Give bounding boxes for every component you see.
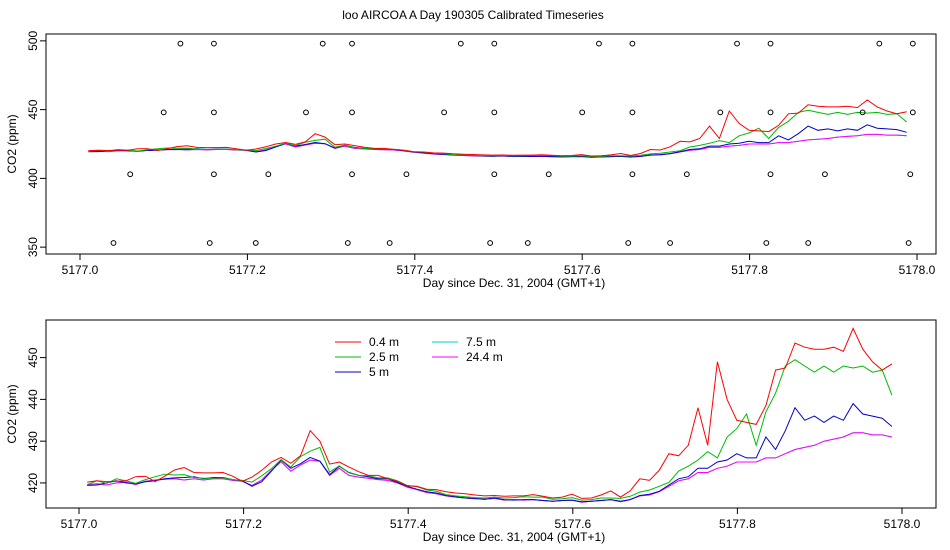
calibration-marker [545, 171, 552, 178]
y-axis-label: CO2 (ppm) [5, 384, 19, 443]
calibration-marker [127, 171, 134, 178]
calibration-marker [491, 109, 498, 116]
calibration-marker [206, 240, 213, 246]
calibration-marker [177, 40, 184, 47]
plot-frame [45, 319, 937, 509]
calibration-marker [767, 109, 774, 116]
calibration-marker [625, 240, 632, 246]
y-axis-label: CO2 (ppm) [5, 114, 19, 173]
calibration-marker [344, 240, 351, 246]
calibration-marker [160, 109, 167, 116]
y-tick-label: 500 [26, 31, 40, 51]
calibration-marker [110, 240, 117, 246]
legend-label: 7.5 m [466, 335, 496, 349]
y-tick-label: 450 [26, 347, 40, 367]
calibration-marker [211, 171, 217, 178]
legend-label: 5 m [369, 365, 389, 379]
chart-title: loo AIRCOA A Day 190305 Calibrated Times… [342, 8, 603, 22]
calibration-marker [876, 40, 883, 47]
calibration-marker [767, 40, 774, 47]
series-line-5-m [88, 124, 907, 158]
x-tick-label: 5177.6 [564, 263, 601, 277]
calibration-marker [907, 171, 914, 178]
calibration-marker [349, 171, 355, 178]
series-line-2-5-m [88, 109, 908, 158]
x-tick-label: 5177.2 [229, 263, 266, 277]
calibration-marker [211, 109, 217, 116]
series-line-0-4-m [87, 327, 893, 499]
calibration-marker [717, 109, 724, 116]
calibration-marker [441, 109, 447, 116]
calibration-marker [252, 240, 259, 246]
x-tick-label: 5177.8 [731, 263, 768, 277]
calibration-marker [211, 40, 217, 47]
calibration-marker [629, 40, 636, 47]
top-panel: 5177.0 5177.2 5177.4 5177.6 5177.8 5178.0 350 4… [5, 31, 937, 290]
calibration-marker [683, 171, 690, 178]
calibration-marker [905, 240, 912, 246]
x-tick-label: 5178.0 [899, 263, 936, 277]
plot-frame [45, 33, 937, 255]
calibration-marker [859, 109, 866, 116]
calibration-marker [457, 40, 464, 47]
calibration-marker [629, 109, 636, 116]
calibration-marker [349, 40, 355, 47]
y-tick-label: 420 [26, 473, 40, 493]
calibration-marker [822, 171, 828, 178]
calibration-marker [491, 40, 498, 47]
x-tick-label: 5177.6 [554, 517, 591, 531]
calibration-marker [319, 40, 326, 47]
calibration-marker [805, 240, 812, 246]
y-tick-label: 430 [26, 431, 40, 451]
calibration-marker [349, 109, 355, 116]
calibration-marker [596, 40, 602, 47]
y-tick-label: 350 [26, 237, 40, 257]
x-axis-label: Day since Dec. 31, 2004 (GMT+1) [423, 530, 605, 544]
calibration-marker [386, 240, 393, 246]
legend-label: 2.5 m [369, 350, 399, 364]
y-tick-label: 440 [26, 389, 40, 409]
bottom-panel: 5177.0 5177.2 5177.4 5177.6 5177.8 5178.0 420 4… [5, 319, 937, 544]
calibration-marker [767, 171, 774, 178]
x-tick-label: 5177.0 [62, 263, 99, 277]
x-axis-label: Day since Dec. 31, 2004 (GMT+1) [423, 276, 605, 290]
calibration-marker [524, 240, 531, 246]
x-tick-label: 5177.8 [719, 517, 756, 531]
calibration-marker [303, 109, 309, 116]
x-tick-label: 5177.4 [390, 517, 427, 531]
x-tick-label: 5177.0 [61, 517, 98, 531]
calibration-marker [403, 171, 410, 178]
x-tick-label: 5177.2 [225, 517, 262, 531]
calibration-marker [667, 240, 673, 246]
x-tick-label: 5178.0 [884, 517, 921, 531]
series-line-2-5-m [87, 359, 893, 501]
calibration-marker [265, 171, 272, 178]
y-tick-label: 400 [26, 168, 40, 188]
y-tick-label: 450 [26, 99, 40, 119]
calibration-marker [734, 40, 740, 47]
calibration-marker [909, 109, 916, 116]
calibration-marker [629, 171, 636, 178]
x-tick-label: 5177.4 [396, 263, 433, 277]
calibration-marker [763, 240, 770, 246]
calibration-marker [579, 109, 586, 116]
calibration-marker [491, 171, 498, 178]
legend-label: 0.4 m [369, 335, 399, 349]
calibration-marker [909, 40, 916, 47]
calibration-marker [487, 240, 494, 246]
series-line-0-4-m [88, 99, 907, 157]
series-line-5-m [87, 402, 893, 503]
legend-label: 24.4 m [466, 350, 503, 364]
